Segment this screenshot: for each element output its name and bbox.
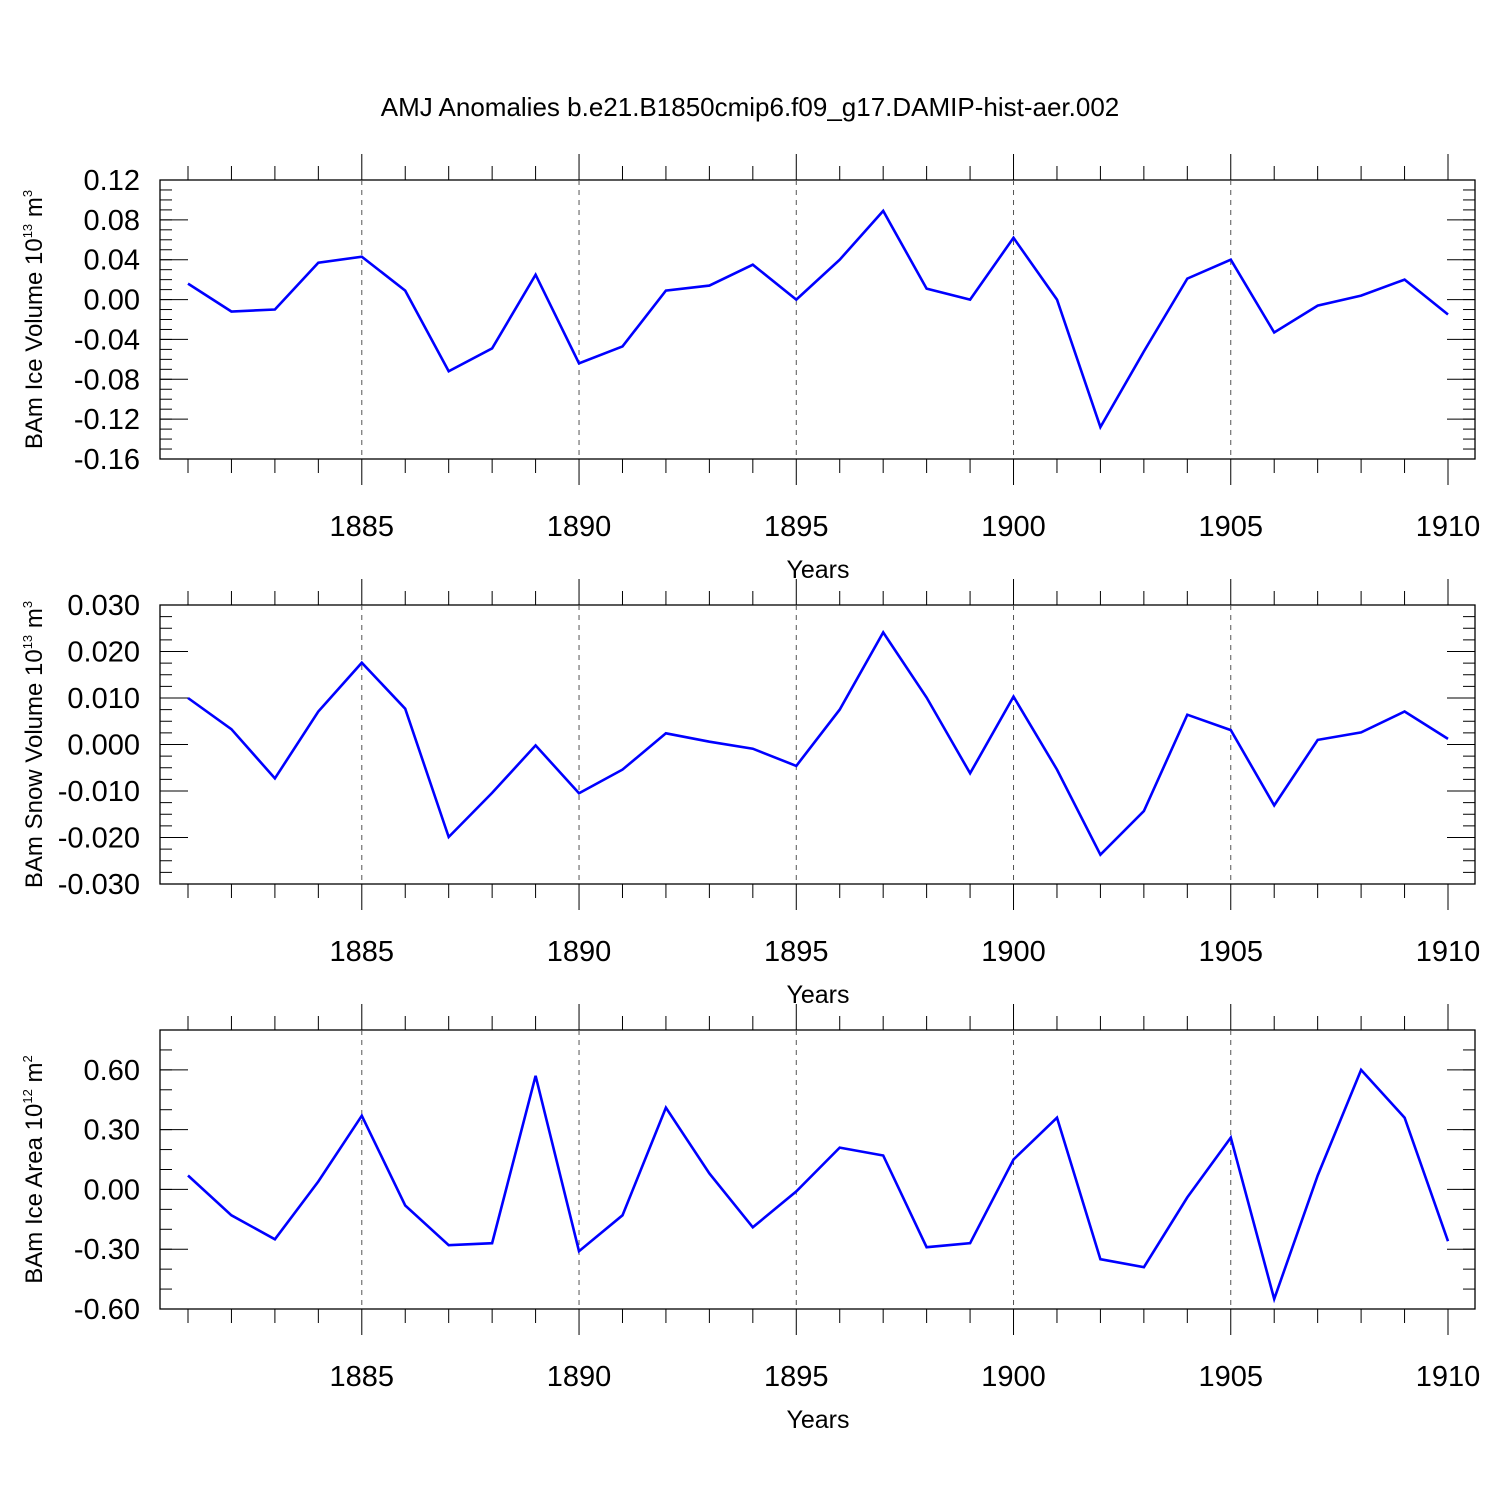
y-tick-label: -0.08 — [74, 364, 140, 396]
x-tick-label: 1885 — [330, 936, 395, 968]
y-axis-label-exponent: 13 — [20, 224, 35, 238]
y-axis-label-unit-exponent: 3 — [20, 601, 35, 608]
x-tick-label: 1895 — [764, 511, 829, 543]
y-axis-label-text: BAm Ice Volume 10 — [21, 238, 48, 449]
y-tick-label: -0.020 — [58, 823, 140, 855]
x-tick-label: 1895 — [764, 936, 829, 968]
y-tick-label: 0.08 — [84, 205, 140, 237]
y-axis-label: BAm Snow Volume 1013 m3 — [20, 601, 48, 888]
y-axis-label-unit: m — [21, 608, 48, 635]
y-tick-label: -0.04 — [74, 324, 140, 356]
series-line-ice-volume — [187, 208, 1449, 431]
y-tick-label: -0.12 — [74, 404, 140, 436]
x-tick-label: 1890 — [547, 1361, 612, 1393]
chart-title: AMJ Anomalies b.e21.B1850cmip6.f09_g17.D… — [381, 92, 1120, 122]
x-tick-label: 1895 — [764, 1361, 829, 1393]
y-tick-label: 0.60 — [84, 1055, 140, 1087]
y-axis-label-exponent: 13 — [20, 635, 35, 649]
y-axis-label-unit: m — [21, 197, 48, 224]
y-tick-label: 0.04 — [84, 245, 140, 277]
panel-ice-area: -0.60 -0.30 0.00 0.30 0.60 1885 1890 1895 1900 19… — [20, 1004, 1480, 1434]
y-axis-label-unit-exponent: 2 — [20, 1055, 35, 1062]
y-axis-label-text: BAm Snow Volume 10 — [21, 649, 48, 888]
y-axis-label-unit-exponent: 3 — [20, 190, 35, 197]
x-tick-label: 1910 — [1416, 511, 1481, 543]
y-tick-label: -0.030 — [58, 869, 140, 901]
y-tick-label: -0.16 — [74, 444, 140, 476]
x-tick-label: 1885 — [330, 1361, 395, 1393]
x-tick-label: 1890 — [547, 936, 612, 968]
y-tick-label: 0.12 — [84, 165, 140, 197]
x-tick-label: 1910 — [1416, 1361, 1481, 1393]
x-tick-label: 1885 — [330, 511, 395, 543]
x-axis-label: Years — [786, 1406, 849, 1434]
series-line-ice-area — [187, 1067, 1450, 1304]
series-line-snow-volume — [187, 629, 1449, 857]
panel-ice-volume: -0.16 -0.12 -0.08 -0.04 0.00 0.04 0.08 0.12 1885… — [20, 154, 1480, 584]
y-tick-label: 0.00 — [84, 1174, 140, 1206]
y-tick-label: -0.60 — [74, 1294, 140, 1326]
y-axis-label-text: BAm Ice Area 10 — [21, 1104, 48, 1284]
x-axis-label: Years — [786, 981, 849, 1009]
x-tick-label: 1900 — [981, 511, 1046, 543]
y-tick-label: 0.020 — [67, 637, 140, 669]
y-axis-label: BAm Ice Volume 1013 m3 — [20, 190, 48, 449]
x-tick-label: 1905 — [1199, 1361, 1264, 1393]
x-tick-label: 1905 — [1199, 511, 1264, 543]
plot-frame — [159, 179, 1476, 460]
x-tick-label: 1900 — [981, 936, 1046, 968]
y-tick-label: 0.030 — [67, 590, 140, 622]
y-tick-label: 0.000 — [67, 730, 140, 762]
x-axis-label: Years — [786, 556, 849, 584]
y-axis-label-unit: m — [21, 1063, 48, 1090]
y-tick-label: -0.30 — [74, 1234, 140, 1266]
y-tick-label: 0.010 — [67, 683, 140, 715]
panel-snow-volume: -0.030 -0.020 -0.010 0.000 0.010 0.020 0.030 18… — [20, 579, 1480, 1009]
x-tick-label: 1900 — [981, 1361, 1046, 1393]
y-axis-label-exponent: 12 — [20, 1089, 35, 1103]
y-tick-label: 0.30 — [84, 1115, 140, 1147]
y-tick-label: 0.00 — [84, 285, 140, 317]
x-tick-label: 1905 — [1199, 936, 1264, 968]
x-tick-label: 1890 — [547, 511, 612, 543]
y-axis-label: BAm Ice Area 1012 m2 — [20, 1055, 48, 1283]
y-tick-label: -0.010 — [58, 776, 140, 808]
plot-frame — [159, 604, 1476, 885]
x-tick-label: 1910 — [1416, 936, 1481, 968]
